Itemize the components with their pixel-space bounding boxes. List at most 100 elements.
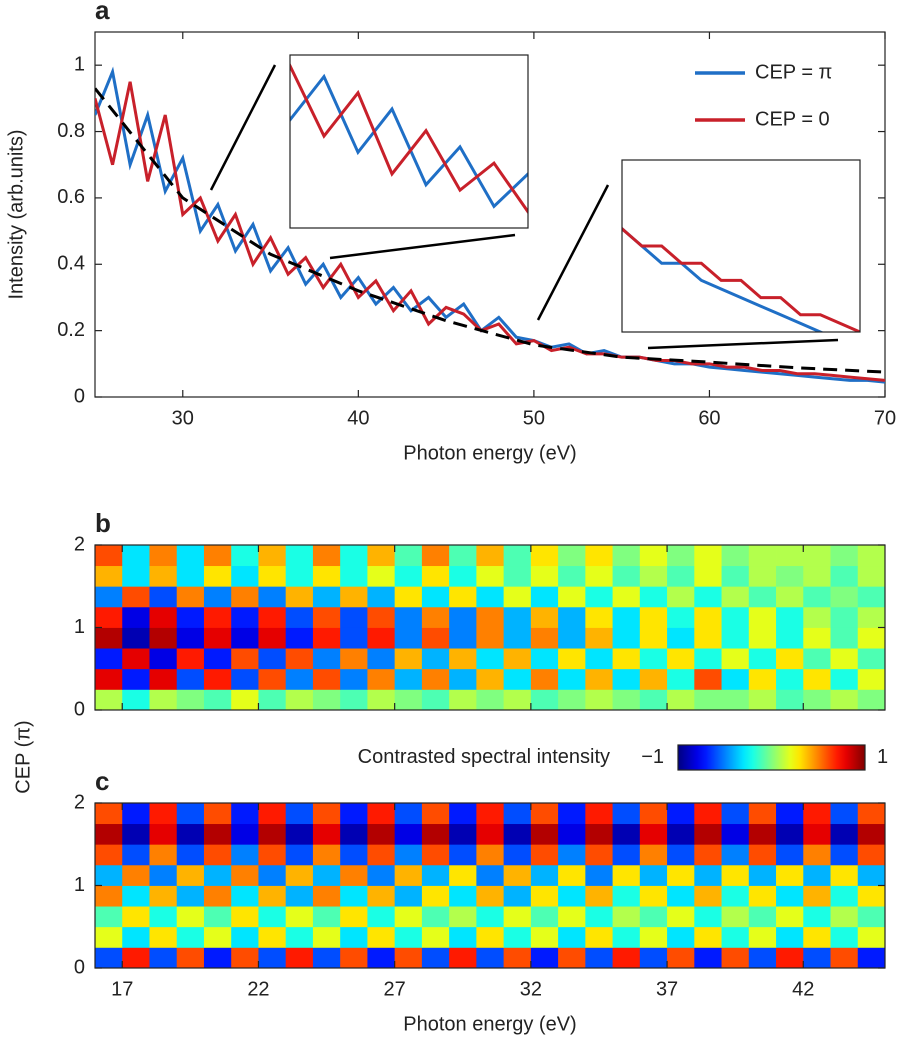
heatmap-cell [694, 606, 722, 628]
heatmap-cell [667, 844, 695, 866]
heatmap-cell [639, 689, 668, 711]
heatmap-cell [476, 885, 505, 907]
heatmap-cell [231, 668, 259, 690]
heatmap-cell [340, 545, 368, 567]
heatmap-cell [340, 885, 368, 907]
heatmap-cell [639, 885, 668, 907]
heatmap-cell [721, 885, 750, 907]
heatmap-cell [367, 906, 396, 928]
callout-line [647, 338, 839, 350]
heatmap-cell [639, 844, 668, 866]
heatmap-cell [748, 668, 777, 690]
heatmap-cell [503, 803, 532, 825]
heatmap-cell [612, 947, 641, 969]
heatmap-cell [285, 689, 314, 711]
heatmap-cell [176, 545, 205, 567]
heatmap-cell [585, 565, 613, 587]
heatmap-cell [667, 803, 695, 825]
heatmap-cell [394, 823, 423, 845]
heatmap-cell [530, 586, 559, 608]
heatmap-cell [748, 565, 777, 587]
heatmap-cell [667, 823, 695, 845]
heatmap-cell [585, 803, 613, 825]
heatmap-cell [857, 885, 886, 907]
heatmap-cell [748, 947, 777, 969]
heatmap-cell [857, 586, 886, 608]
heatmap-cell [340, 586, 368, 608]
heatmap-cell [530, 565, 559, 587]
heatmap-cell [340, 648, 368, 670]
heatmap-cell [258, 565, 287, 587]
heatmap-cell [639, 947, 668, 969]
y-tick-label: 0.2 [57, 319, 85, 341]
heatmap-cell [149, 586, 178, 608]
heatmap-cell [476, 648, 505, 670]
heatmap-cell [95, 885, 123, 907]
heatmap-cell [176, 689, 205, 711]
heatmap-cell [585, 864, 613, 886]
heatmap-cell [612, 689, 641, 711]
heatmap-cell [176, 606, 205, 628]
heatmap-cell [312, 606, 341, 628]
heatmap-cell [312, 926, 341, 948]
heatmap-cell [149, 803, 178, 825]
heatmap-cell [585, 885, 613, 907]
heatmap-cell [285, 586, 314, 608]
heatmap-cell [149, 545, 178, 567]
heatmap-cell [830, 926, 859, 948]
heatmap-cell [176, 823, 205, 845]
colorbar-tick-label: 1 [877, 746, 888, 768]
heatmap-cell [639, 648, 668, 670]
inset-line [290, 63, 528, 215]
heatmap-cell [803, 885, 831, 907]
heatmap-cell [312, 844, 341, 866]
heatmap-cell [367, 823, 396, 845]
heatmap-cell [639, 545, 668, 567]
heatmap-cell [776, 906, 804, 928]
heatmap-cell [449, 864, 477, 886]
heatmap-cell [176, 864, 205, 886]
heatmap-cell [857, 844, 886, 866]
heatmap-cell [530, 689, 559, 711]
heatmap-cell [367, 885, 396, 907]
heatmap-cell [776, 648, 804, 670]
heatmap-cell [285, 803, 314, 825]
heatmap-cell [748, 648, 777, 670]
heatmap-cell [530, 844, 559, 866]
heatmap-cell [149, 885, 178, 907]
y-tick-label: 1 [74, 616, 85, 638]
heatmap-cell [476, 565, 505, 587]
heatmap-cell [122, 668, 150, 690]
heatmap-cell [694, 648, 722, 670]
heatmap-cell [258, 885, 287, 907]
heatmap-cell [694, 947, 722, 969]
heatmap-cell [231, 565, 259, 587]
heatmap-cell [612, 606, 641, 628]
heatmap-cell [340, 627, 368, 649]
heatmap-cell [258, 803, 287, 825]
heatmap-cell [667, 586, 695, 608]
x-tick-label: 40 [347, 407, 369, 429]
y-tick-label: 1 [74, 874, 85, 896]
heatmap-cell [258, 864, 287, 886]
heatmap-cell [585, 586, 613, 608]
heatmap-cell [122, 947, 150, 969]
heatmap-cell [667, 885, 695, 907]
heatmap-cell [421, 668, 450, 690]
heatmap-cell [476, 545, 505, 567]
heatmap-cell [312, 668, 341, 690]
heatmap-cell [857, 926, 886, 948]
heatmap-cell [394, 906, 423, 928]
heatmap-cell [203, 606, 232, 628]
heatmap-cell [449, 947, 477, 969]
heatmap-cell [312, 565, 341, 587]
heatmap-cell [530, 926, 559, 948]
heatmap-cell [585, 627, 613, 649]
panel-label: b [95, 508, 111, 538]
heatmap-cell [149, 565, 178, 587]
heatmap-cell [803, 864, 831, 886]
panel-label: a [95, 0, 110, 25]
plot-area [95, 66, 885, 384]
y-tick-label: 0 [74, 698, 85, 720]
heatmap-cell [612, 864, 641, 886]
